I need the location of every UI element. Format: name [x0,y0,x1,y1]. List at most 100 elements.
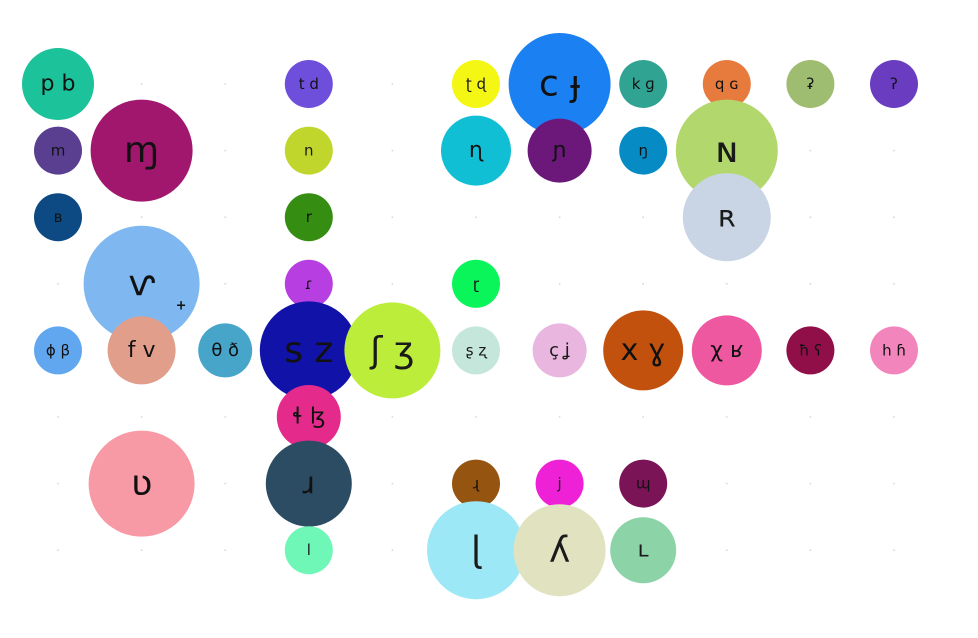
grid-dot [809,549,812,552]
grid-dot [391,282,394,285]
grid-dot [224,216,227,219]
grid-dot [140,83,143,85]
bubble [452,459,500,508]
grid-dot [224,83,227,85]
bubble-label: f v [128,338,156,363]
bubble-label: ɳ [469,138,484,163]
grid-dot [391,149,394,152]
grid-dot [893,416,895,418]
bubble [22,48,94,120]
bubble [619,459,668,508]
grid-dot [140,549,143,552]
grid-dot [893,482,895,485]
bubble-labels: p b m ɱ ʙ ⱱ + ɸ β f v ʋ θ ð t d n r ɾ s z ɬ ɮ ɹ l ʃ ʒ ʈ ɖ ɳ ɽ… [41,64,906,571]
bubble [682,173,771,262]
bubble-label: h ɦ [882,341,906,359]
bubble [88,430,195,537]
grid-dot [224,482,227,485]
bubble-label: ʋ [131,463,153,504]
bubble-label: ç ʝ [549,340,570,361]
bubble [513,504,606,597]
grid-dot [558,416,561,418]
bubble-label: ⱱ [128,263,155,304]
grid-dot [558,282,561,285]
bubble [90,99,193,202]
grid-dot [725,549,728,552]
bubble [619,60,668,108]
bubble [34,193,82,242]
bubble-label: s z [284,330,333,371]
grid-dot [725,416,728,418]
bubble-label: ʀ [718,200,736,235]
grid-dot [57,282,59,285]
grid-dot [475,416,477,418]
bubble [34,326,82,375]
grid-dot [642,282,645,285]
grid-dot [475,216,477,219]
bubble-label: l [307,541,311,559]
grid-dot [642,416,645,418]
bubble [527,118,592,183]
bubble [603,310,684,391]
bubble [34,126,82,175]
bubble [284,60,333,108]
grid-dot [224,149,227,152]
bubble-label: ɹ [303,466,315,501]
bubble-label: ʔ [890,75,898,93]
bubble-label: ŋ [638,142,648,160]
bubble-label: ɰ [636,475,651,493]
grid-dot [893,282,895,285]
bubble-label: m [51,142,66,160]
grid-dot [725,282,728,285]
bubble-label: r [306,208,313,226]
bubble [702,60,751,108]
bubble-label: j [557,475,562,493]
bubble [532,323,587,378]
bubble-label: k ɡ [632,75,655,93]
bubble [691,315,762,386]
grid-dot [558,216,561,219]
grid-dot [391,549,394,552]
bubble [870,60,918,108]
bubble [619,126,668,175]
bubble-label: ħ ʕ [799,341,822,359]
bubble [83,225,200,342]
grid-dot [809,149,812,152]
bubble-mark: + [176,298,187,313]
grid-dot [725,482,728,485]
bubble-label: ʡ [807,75,815,93]
grid-dot [893,216,895,219]
grid-dot [391,482,394,485]
grid-dot [391,416,394,418]
bubble-label: t d [299,75,319,93]
bubble [276,385,341,449]
grid-dot [893,149,895,152]
bubble [535,459,584,508]
bubble-label: ɬ ɮ [292,405,325,430]
bubble-label: ɽ [473,275,480,293]
bubble-label: ʃ ʒ [369,330,414,371]
grid-dot [391,216,394,219]
bubble [284,126,333,175]
bubble [344,302,441,399]
bubble [675,99,778,202]
grid-dot [140,216,143,219]
grid-dot [642,216,645,219]
grid-dot [809,216,812,219]
bubble-label: x ɣ [621,333,666,368]
bubble-label: ɲ [551,138,566,163]
bubble [259,301,358,400]
bubble-label: ʎ [549,530,570,571]
bubble-label: θ ð [211,340,239,361]
bubble-label: ʟ [638,538,649,563]
bubble [610,517,677,584]
bubble-label: ɾ [305,275,313,293]
grid-dot [57,482,59,485]
bubble-label: ʂ ʐ [466,341,488,359]
bubble-label: ʙ [54,208,63,226]
bubble [508,33,611,135]
bubble-label: c ɟ [539,64,580,105]
bubble [284,193,333,242]
bubble [452,259,500,308]
bubble-label: ɸ β [46,341,70,359]
